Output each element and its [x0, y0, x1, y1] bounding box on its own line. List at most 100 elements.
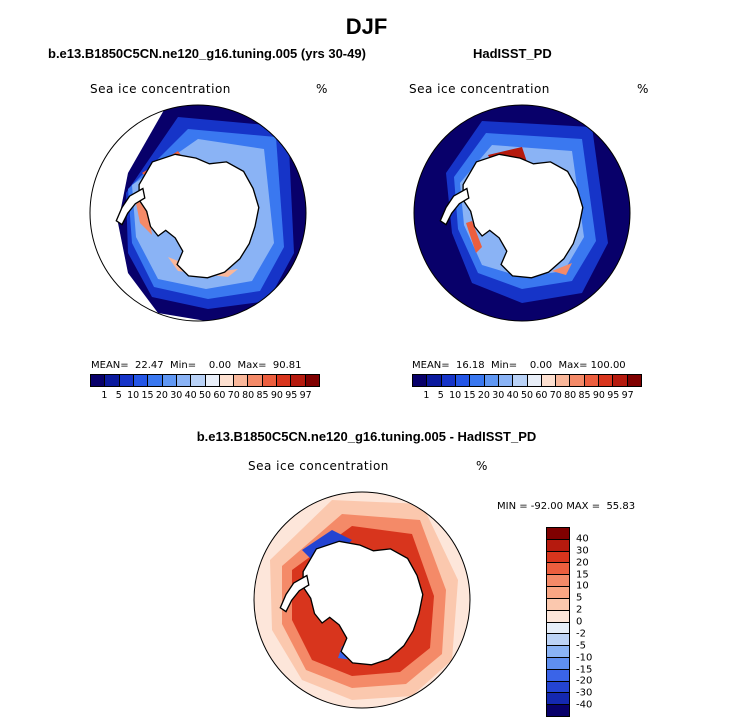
panel3-unit-label: %: [476, 459, 488, 473]
panel1-colorbar-tick-label: 95: [285, 390, 298, 401]
panel1-map: [89, 104, 307, 322]
panel1-colorbar-swatch: [91, 375, 106, 386]
panel1-colorbar-tick-label: 5: [115, 390, 122, 401]
panel1-colorbar-swatch: [234, 375, 249, 386]
panel1-colorbar-tick-label: 90: [270, 390, 283, 401]
panel1-title: b.e13.B1850C5CN.ne120_g16.tuning.005 (yr…: [48, 46, 366, 61]
panel2-colorbar: [412, 374, 642, 387]
panel1-colorbar-swatch: [119, 375, 134, 386]
panel3-colorbar-tick-label: -15: [576, 664, 593, 675]
panel2-colorbar-tick-label: 50: [520, 390, 534, 401]
panel1-colorbar-swatch: [262, 375, 278, 386]
panel3-colorbar-tick-label: -20: [576, 675, 593, 687]
panel3-colorbar-tick-label: 40: [576, 533, 589, 545]
panel3-colorbar-swatch: [547, 669, 569, 682]
panel1-colorbar-swatch: [133, 375, 149, 386]
panel2-colorbar-swatch: [413, 375, 428, 386]
panel1-colorbar-swatch: [277, 375, 292, 386]
panel2-colorbar-swatch: [498, 375, 514, 386]
panel2-colorbar-swatch: [527, 375, 542, 386]
panel3-colorbar-tick-label: 20: [576, 557, 589, 569]
panel1-colorbar-tick-label: 15: [141, 390, 154, 401]
panel3-colorbar-tick-label: 5: [576, 592, 583, 604]
panel2-colorbar-swatch: [470, 375, 485, 386]
panel1-colorbar-tick-label: 60: [213, 390, 226, 401]
panel3-colorbar-swatch: [547, 575, 569, 588]
panel2-stats: MEAN= 16.18 Min= 0.00 Max= 100.00: [412, 360, 626, 371]
panel2-colorbar-swatch: [513, 375, 528, 386]
panel3-colorbar-tick-label: -10: [576, 652, 593, 664]
panel3-colorbar-tick-label: -2: [576, 628, 586, 640]
panel3-field-label: Sea ice concentration: [248, 459, 389, 473]
panel1-colorbar-swatch: [305, 375, 319, 386]
panel3-colorbar-swatch: [547, 610, 569, 623]
panel1-colorbar: [90, 374, 320, 387]
panel3-colorbar-tick-label: -30: [576, 687, 593, 699]
panel2-colorbar-tick-label: 60: [535, 390, 548, 401]
panel1-colorbar-tick-label: 40: [184, 390, 197, 401]
panel1-colorbar-tick-label: 97: [299, 390, 312, 401]
panel1-colorbar-swatch: [105, 375, 120, 386]
panel3-colorbar-tick-label: -5: [576, 640, 586, 652]
panel3-colorbar-tick-label: 10: [576, 580, 589, 592]
panel3-colorbar-swatch: [547, 634, 569, 647]
panel2-field-label: Sea ice concentration: [409, 82, 550, 96]
panel1-colorbar-tick-label: 85: [256, 390, 269, 401]
panel1-colorbar-swatch: [148, 375, 163, 386]
panel3-colorbar-tick-label: 30: [576, 545, 589, 557]
panel1-colorbar-tick-label: 50: [198, 390, 212, 401]
panel2-colorbar-swatch: [570, 375, 585, 386]
panel1-unit-label: %: [316, 82, 328, 96]
panel3-colorbar-labels: 40 30 20 15 10 5 2 0 -2 -5 -10 -15 -20 -30 -40: [576, 527, 616, 717]
panel2-colorbar-tick-label: 20: [477, 390, 490, 401]
panel3-colorbar: [546, 527, 570, 717]
panel2-colorbar-swatch: [427, 375, 442, 386]
panel2-colorbar-swatch: [613, 375, 628, 386]
panel3-colorbar-swatch: [547, 622, 569, 635]
panel3-colorbar-swatch: [547, 657, 569, 670]
panel3-colorbar-swatch: [547, 551, 569, 564]
panel2-colorbar-tick-label: 95: [607, 390, 620, 401]
panel3-colorbar-swatch: [547, 705, 569, 716]
panel2-colorbar-swatch: [455, 375, 471, 386]
panel2-colorbar-tick-label: 40: [506, 390, 519, 401]
panel2-colorbar-swatch: [556, 375, 571, 386]
panel3-colorbar-swatch: [547, 681, 569, 694]
panel1-colorbar-swatch: [291, 375, 306, 386]
panel2-colorbar-swatch: [441, 375, 456, 386]
panel1-colorbar-tick-label: 70: [227, 390, 240, 401]
panel2-colorbar-tick-label: 70: [549, 390, 562, 401]
panel2-map: [413, 104, 631, 322]
page-title: DJF: [345, 14, 388, 39]
panel3-colorbar-swatch: [547, 528, 569, 540]
panel2-colorbar-swatch: [599, 375, 614, 386]
panel2-colorbar-tick-label: 30: [492, 390, 505, 401]
panel1-colorbar-swatch: [191, 375, 206, 386]
panel2-colorbar-tick-label: 90: [592, 390, 605, 401]
panel2-colorbar-swatch: [584, 375, 600, 386]
panel3-colorbar-swatch: [547, 587, 569, 599]
panel1-colorbar-tick-label: 80: [242, 390, 255, 401]
panel3-colorbar-swatch: [547, 646, 569, 658]
panel3-colorbar-swatch: [547, 598, 569, 611]
panel1-colorbar-tick-label: 30: [170, 390, 183, 401]
panel1-field-label: Sea ice concentration: [90, 82, 231, 96]
panel3-colorbar-tick-label: 0: [576, 616, 583, 628]
panel1-colorbar-swatch: [176, 375, 192, 386]
panel2-colorbar-tick-label: 80: [564, 390, 577, 401]
panel3-colorbar-tick-label: 2: [576, 604, 583, 616]
panel3-colorbar-tick-label: 15: [576, 569, 589, 580]
panel1-colorbar-tick-label: 20: [155, 390, 168, 401]
panel1-colorbar-labels: 1 5 10 15 20 30 40 50 60 70 80 85 90 95 97: [90, 390, 320, 402]
panel2-title: HadISST_PD: [473, 46, 552, 61]
panel3-colorbar-swatch: [547, 693, 569, 706]
panel1-stats: MEAN= 22.47 Min= 0.00 Max= 90.81: [91, 360, 302, 371]
panel1-colorbar-swatch: [219, 375, 235, 386]
panel2-colorbar-tick-label: 1: [423, 390, 430, 401]
panel2-colorbar-tick-label: 15: [463, 390, 476, 401]
panel3-map: [253, 491, 471, 709]
panel2-colorbar-swatch: [541, 375, 557, 386]
panel2-colorbar-swatch: [627, 375, 641, 386]
panel1-colorbar-swatch: [205, 375, 220, 386]
panel2-colorbar-labels: 1 5 10 15 20 30 40 50 60 70 80 85 90 95 97: [412, 390, 642, 402]
